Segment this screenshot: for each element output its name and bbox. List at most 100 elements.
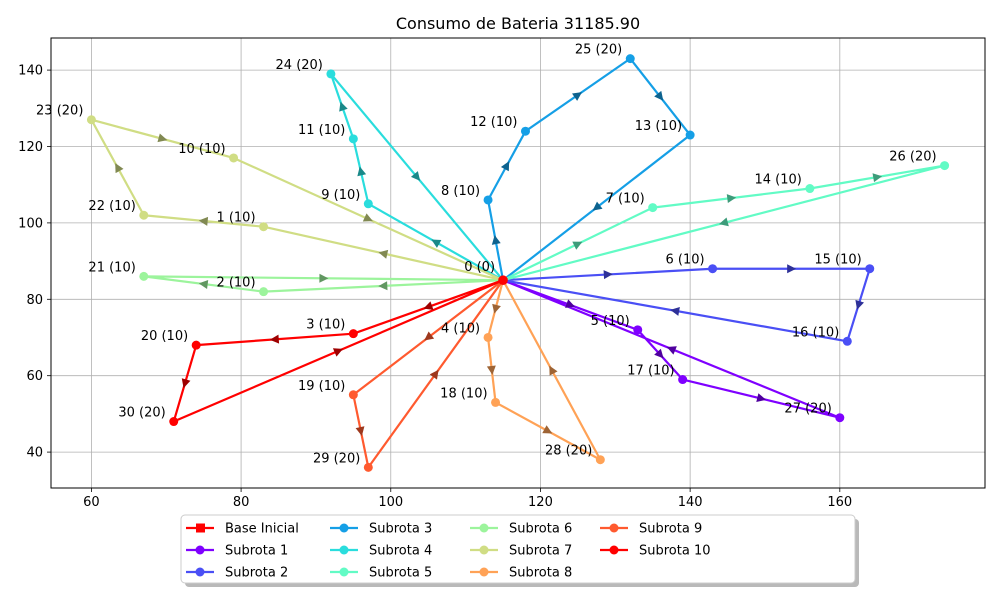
- legend-swatch-marker: [195, 545, 205, 555]
- legend-label: Subrota 2: [225, 566, 288, 581]
- stop-label: 3 (10): [306, 318, 345, 333]
- x-tick-label: 60: [83, 495, 100, 510]
- legend-swatch-marker: [196, 523, 205, 533]
- depot-marker: [498, 275, 508, 285]
- stop-label: 9 (10): [321, 188, 360, 203]
- chart-title: Consumo de Bateria 31185.90: [396, 14, 640, 33]
- route-line-subrota-3: [486, 57, 692, 282]
- stop-marker: [191, 340, 201, 350]
- stop-label: 19 (10): [298, 379, 345, 394]
- legend-label: Base Inicial: [225, 522, 299, 537]
- stop-label: 6 (10): [665, 253, 704, 268]
- direction-arrow: [872, 173, 883, 183]
- direction-arrow: [718, 217, 729, 227]
- direction-arrow: [357, 166, 367, 177]
- stop-marker: [648, 203, 658, 213]
- stop-marker: [86, 115, 96, 125]
- stop-label: 24 (20): [276, 58, 323, 73]
- stop-marker: [483, 195, 493, 205]
- x-tick-label: 100: [378, 495, 403, 510]
- y-tick-label: 100: [18, 216, 43, 231]
- y-tick-label: 60: [26, 369, 43, 384]
- direction-arrow: [670, 307, 680, 316]
- legend-label: Subrota 9: [639, 522, 702, 537]
- direction-arrow: [378, 281, 388, 291]
- stop-marker: [363, 462, 373, 472]
- stop-label: 8 (10): [441, 184, 480, 199]
- stop-label: 27 (20): [784, 402, 831, 417]
- stop-marker: [169, 417, 179, 427]
- direction-arrow: [424, 331, 435, 341]
- stop-marker: [363, 199, 373, 209]
- direction-arrow: [654, 348, 664, 359]
- direction-arrow: [319, 273, 329, 283]
- direction-arrow: [787, 264, 797, 274]
- legend-label: Subrota 7: [509, 544, 572, 559]
- legend-label: Subrota 10: [639, 544, 711, 559]
- y-tick-label: 140: [18, 64, 43, 79]
- legend-swatch-marker: [609, 523, 619, 533]
- stop-label: 21 (10): [88, 260, 135, 275]
- direction-arrow: [198, 216, 209, 226]
- direction-arrow: [115, 163, 124, 174]
- direction-arrow: [726, 194, 737, 204]
- stop-marker: [940, 161, 950, 171]
- stop-label: 23 (20): [36, 104, 83, 119]
- x-tick-label: 80: [233, 495, 250, 510]
- stop-label: 16 (10): [792, 325, 839, 340]
- legend-box: [180, 514, 856, 584]
- stop-marker: [633, 325, 643, 335]
- stop-marker: [708, 264, 718, 274]
- legend-label: Subrota 8: [509, 566, 572, 581]
- direction-arrow: [572, 92, 582, 101]
- direction-arrow: [500, 161, 510, 172]
- direction-arrow: [549, 365, 558, 376]
- stop-labels: 5 (10) 17 (10) 27 (20) 6 (10) 15 (10) 16 (10)…: [36, 43, 937, 467]
- legend-label: Subrota 5: [369, 566, 432, 581]
- direction-arrow: [654, 90, 664, 101]
- stop-label: 26 (20): [889, 150, 936, 165]
- stop-label: 14 (10): [755, 173, 802, 188]
- stop-marker: [835, 413, 845, 423]
- direction-arrow: [410, 171, 421, 181]
- y-tick-label: 80: [26, 293, 43, 308]
- stop-label: 30 (20): [118, 406, 165, 421]
- direction-arrow: [486, 365, 496, 375]
- legend-swatch-marker: [479, 523, 489, 533]
- direction-arrow: [491, 235, 501, 245]
- direction-arrow: [592, 201, 603, 211]
- direction-arrow: [181, 378, 191, 389]
- stop-marker: [491, 397, 501, 407]
- stop-label: 13 (10): [635, 119, 682, 134]
- stop-marker: [805, 184, 815, 194]
- stop-label: 10 (10): [178, 142, 225, 157]
- stop-marker: [229, 153, 239, 163]
- legend: Base Inicial Subrota 1 Subrota 2 Subrota 3 S…: [180, 514, 859, 587]
- stop-markers: [86, 54, 950, 472]
- legend-swatch-marker: [479, 545, 489, 555]
- plot-frame: [50, 37, 986, 489]
- stop-label: 15 (10): [814, 253, 861, 268]
- direction-arrow: [362, 213, 373, 222]
- stop-label: 1 (10): [216, 211, 255, 226]
- grid: [51, 38, 985, 488]
- depot-label: 0 (0): [464, 260, 495, 275]
- direction-arrow: [542, 425, 553, 434]
- x-tick-label: 160: [827, 495, 852, 510]
- direction-arrow: [565, 299, 576, 308]
- stop-marker: [259, 222, 269, 232]
- legend-label: Subrota 3: [369, 522, 432, 537]
- legend-swatch-marker: [609, 545, 619, 555]
- direction-arrow: [855, 299, 865, 310]
- direction-arrow: [339, 101, 348, 112]
- stop-marker: [520, 126, 530, 136]
- stop-marker: [348, 329, 358, 339]
- stop-marker: [678, 375, 688, 385]
- direction-arrow: [492, 303, 501, 314]
- legend-swatch-marker: [339, 545, 349, 555]
- legend-swatch-marker: [195, 567, 205, 577]
- y-tick-label: 120: [18, 140, 43, 155]
- stop-label: 5 (10): [591, 314, 630, 329]
- direction-arrows: [115, 90, 883, 436]
